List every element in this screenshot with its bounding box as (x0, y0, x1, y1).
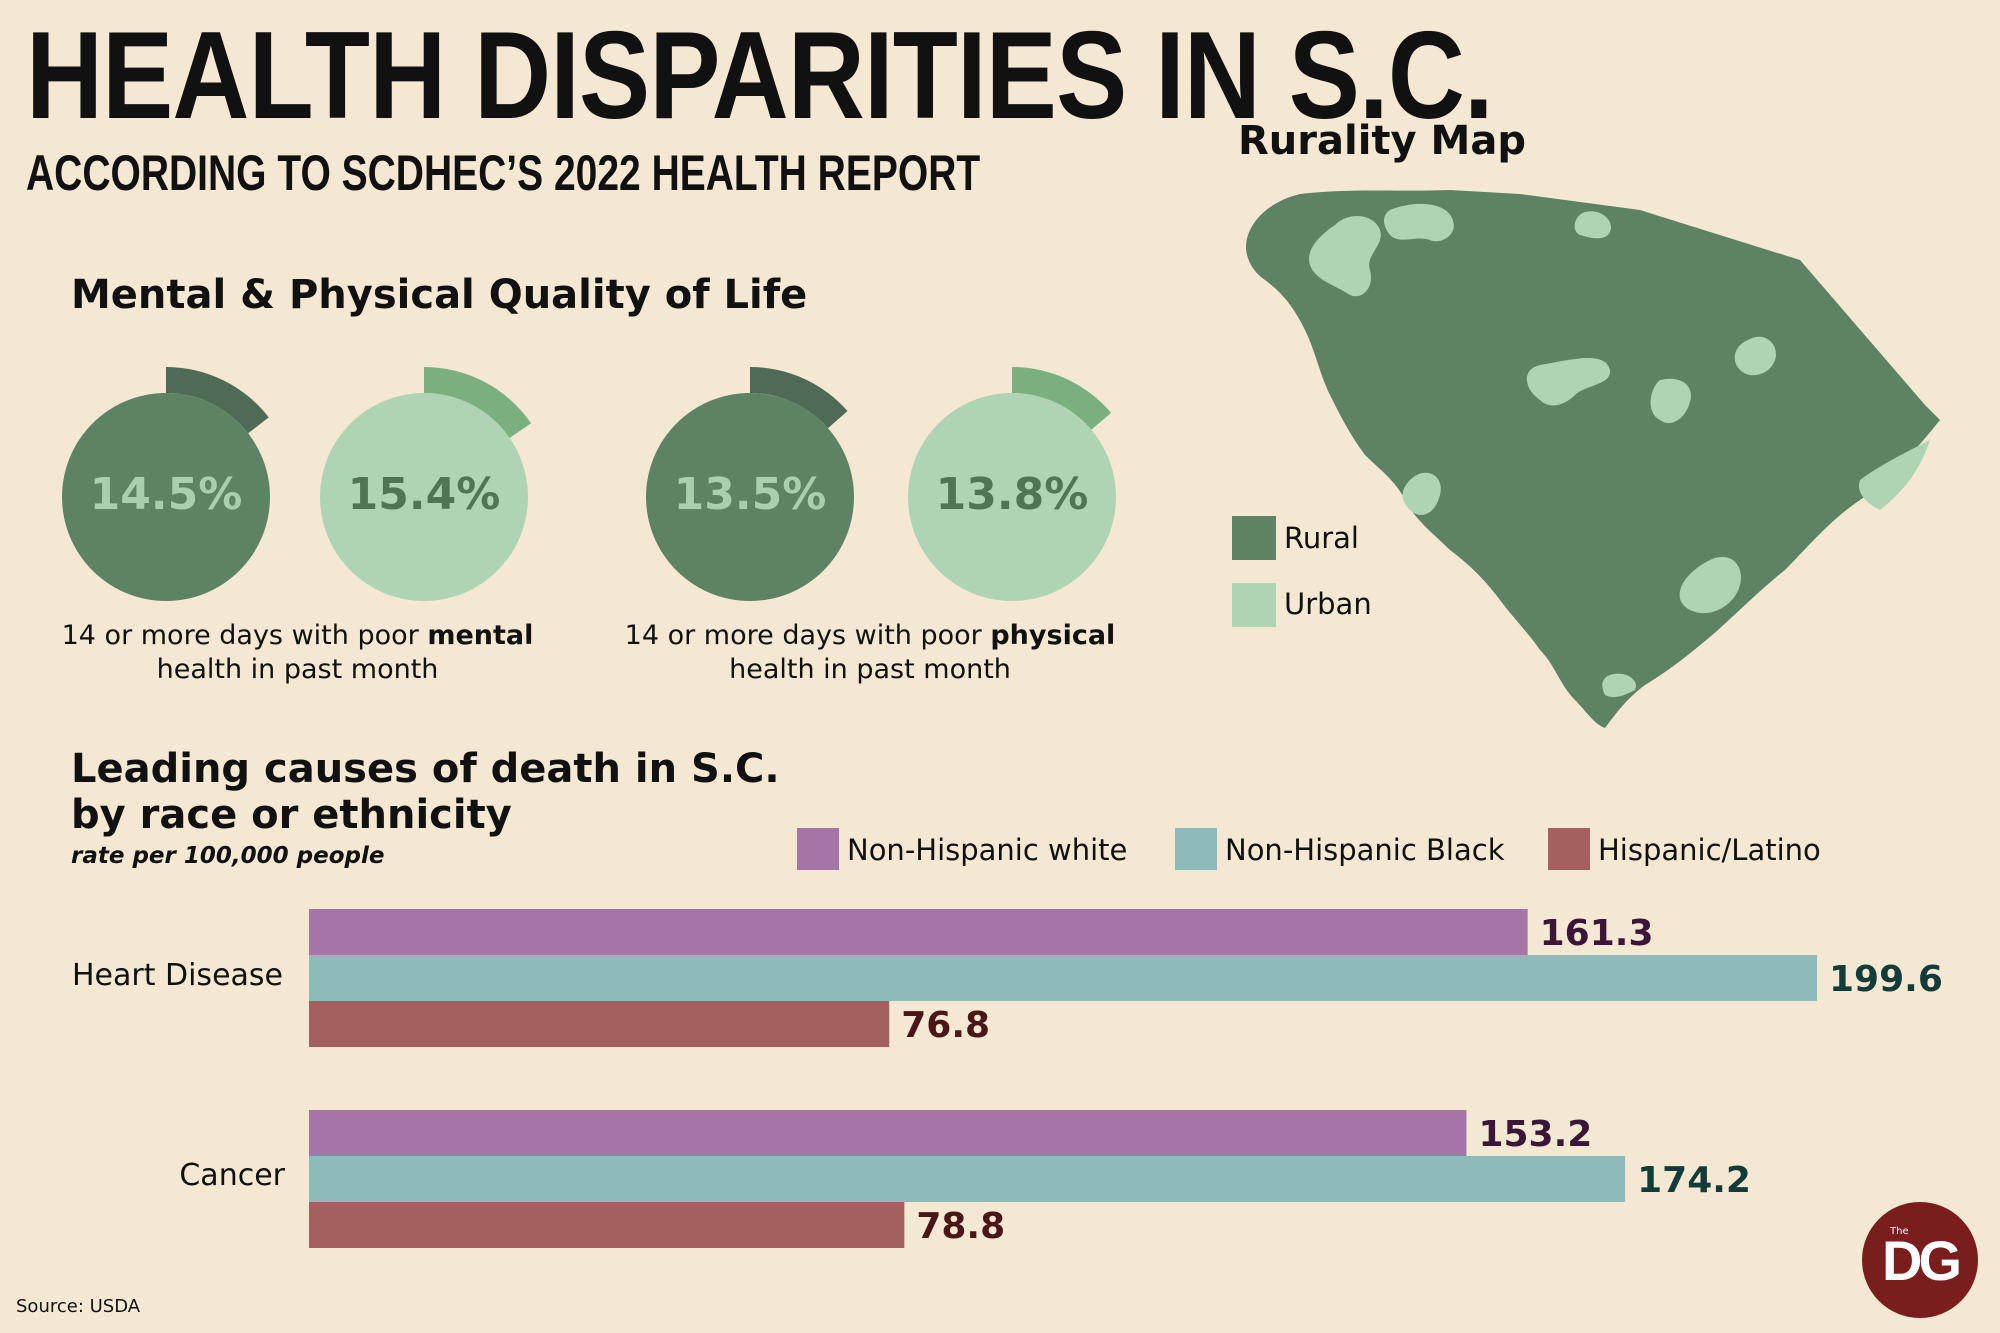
legend-label-hispanic: Hispanic/Latino (1598, 833, 1821, 867)
donut-arc-1 (166, 367, 269, 434)
donut-value-mental-1: 14.5% (89, 469, 243, 520)
legend-label-nh-white: Non-Hispanic white (847, 833, 1128, 867)
bar-label-cancer-hispanic: 78.8 (916, 1206, 1005, 1247)
donut-circle-1 (62, 393, 270, 601)
bar-label-heart-disease-nh-black: 199.6 (1829, 959, 1943, 1000)
category-label-heart-disease: Heart Disease (71, 958, 283, 993)
urban-areas (1309, 203, 1930, 698)
legend-label-urban: Urban (1284, 587, 1372, 621)
bar-cancer-nh-white (309, 1110, 1467, 1156)
bar-label-heart-disease-nh-white: 161.3 (1540, 913, 1654, 954)
bar-heart-disease-hispanic (309, 1001, 890, 1047)
page-subtitle: ACCORDING TO SCDHEC’S 2022 HEALTH REPORT (26, 145, 981, 201)
legend-swatch-hispanic (1548, 828, 1590, 870)
bar-label-cancer-nh-black: 174.2 (1637, 1160, 1751, 1201)
donut-circle-4 (908, 393, 1116, 601)
donut-value-physical-1: 13.5% (673, 469, 827, 520)
donut-arc-4 (1012, 367, 1112, 430)
donut-circle-3 (646, 393, 854, 601)
donut-value-mental-2: 15.4% (347, 469, 501, 520)
physical-caption: 14 or more days with poor physical healt… (624, 620, 1116, 685)
legend-swatch-nh-black (1175, 828, 1217, 870)
bar-cancer-nh-black (309, 1156, 1626, 1202)
map-title: Rurality Map (1238, 118, 1526, 164)
bar-cancer-hispanic (309, 1202, 905, 1248)
legend-swatch-rural (1232, 516, 1276, 560)
legend-swatch-urban (1232, 583, 1276, 627)
donut-arc-3 (750, 367, 848, 429)
source-note: Source: USDA (16, 1296, 141, 1317)
donut-circle-2 (320, 393, 528, 601)
donut-arc-2 (424, 367, 532, 439)
bar-label-cancer-nh-white: 153.2 (1478, 1114, 1592, 1155)
page-title: HEALTH DISPARITIES IN S.C. (26, 7, 1494, 145)
deaths-title: Leading causes of death in S.C. by race o… (71, 746, 780, 838)
deaths-note: rate per 100,000 people (71, 843, 385, 869)
state-shape (1245, 190, 1940, 728)
legend-label-nh-black: Non-Hispanic Black (1225, 833, 1505, 867)
dg-logo: DG (1862, 1202, 1978, 1318)
bar-heart-disease-nh-black (309, 955, 1817, 1001)
donut-value-physical-2: 13.8% (935, 469, 1089, 520)
legend-swatch-nh-white (797, 828, 839, 870)
category-label-cancer: Cancer (179, 1158, 285, 1193)
bar-heart-disease-nh-white (309, 909, 1528, 955)
south-carolina-map (1245, 190, 1940, 728)
legend-label-rural: Rural (1284, 521, 1359, 555)
quality-of-life-title: Mental & Physical Quality of Life (71, 272, 808, 318)
donut-charts (62, 367, 1116, 601)
mental-caption: 14 or more days with poor mental health … (61, 620, 534, 685)
death-bar-chart: 161.3 199.6 76.8 153.2 174.2 78.8 (309, 909, 1943, 1248)
dg-logo-small-text: The (1890, 1226, 1909, 1237)
bar-label-heart-disease-hispanic: 76.8 (901, 1005, 990, 1046)
